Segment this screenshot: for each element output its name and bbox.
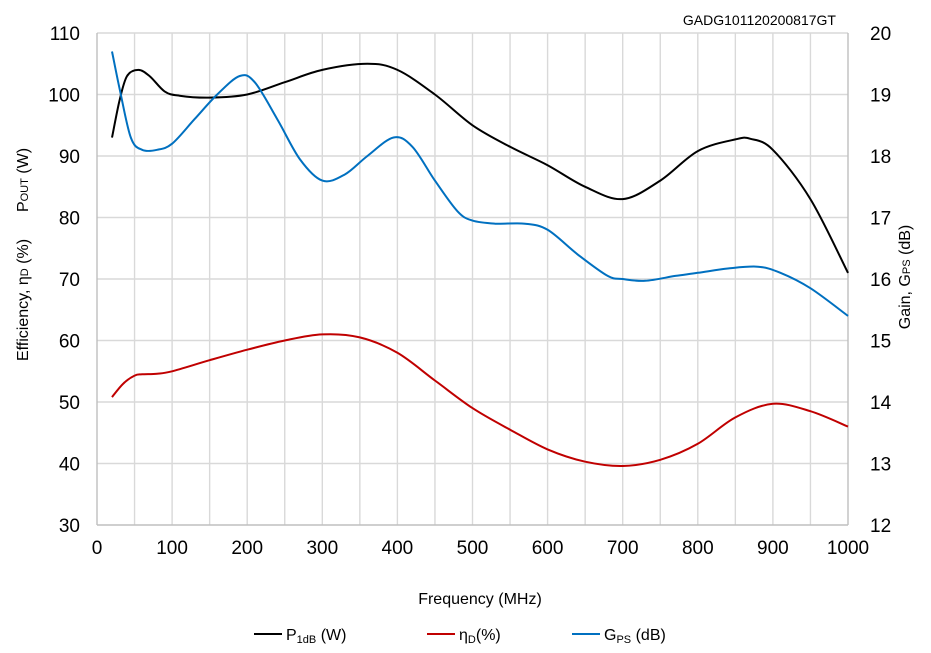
y-right-tick-label: 17: [870, 209, 891, 230]
series-lines: [111, 51, 849, 468]
legend-label-p1db: P1dB (W): [286, 627, 346, 646]
legend: P1dB (W) ηD(%) GPS (dB): [254, 627, 666, 646]
legend-item-efficiency: ηD(%): [427, 627, 501, 646]
tick-labels: 0 100 200 300 400 500 600 700 800 900 1000 30 40 50 60…: [48, 24, 891, 559]
x-tick-label: 600: [532, 538, 564, 559]
left-axis-title-line1: POUT (W): [15, 148, 32, 212]
x-tick-label: 0: [92, 538, 103, 559]
y-left-tick-label: 70: [59, 270, 80, 291]
right-axis-title: Gain, GPS (dB): [897, 225, 914, 330]
series-line-gain: [111, 51, 849, 317]
y-left-tick-label: 90: [59, 147, 80, 168]
x-tick-label: 800: [682, 538, 714, 559]
y-left-tick-label: 50: [59, 393, 80, 414]
y-right-tick-label: 18: [870, 147, 891, 168]
x-tick-label: 200: [231, 538, 263, 559]
grid: [97, 32, 848, 525]
y-right-tick-label: 13: [870, 455, 891, 476]
axes: [96, 33, 849, 526]
y-right-tick-label: 16: [870, 270, 891, 291]
chart-code-label: GADG101120200817GT: [683, 12, 837, 28]
y-right-tick-label: 14: [870, 393, 892, 414]
y-left-tick-label: 60: [59, 332, 80, 353]
y-left-tick-label: 30: [59, 516, 80, 537]
left-axis-title-2: Efficiency, ηD (%): [15, 239, 32, 361]
legend-item-p1db: P1dB (W): [254, 627, 346, 646]
y-left-tick-label: 100: [48, 86, 80, 107]
legend-item-gain: GPS (dB): [572, 627, 666, 646]
legend-label-efficiency: ηD(%): [459, 627, 501, 646]
x-tick-label: 900: [757, 538, 789, 559]
y-left-tick-label: 80: [59, 209, 80, 230]
y-right-tick-label: 15: [870, 332, 891, 353]
y-right-tick-label: 20: [870, 24, 891, 45]
series-line-efficiency: [111, 333, 849, 468]
x-tick-label: 700: [607, 538, 639, 559]
x-tick-label: 100: [156, 538, 188, 559]
left-axis-title: POUT (W): [15, 148, 32, 212]
y-right-tick-label: 12: [870, 516, 891, 537]
series-line-p1db: [111, 62, 849, 274]
x-tick-label: 400: [382, 538, 414, 559]
x-tick-label: 1000: [827, 538, 869, 559]
right-axis-title-text: Gain, GPS (dB): [897, 225, 914, 330]
y-right-tick-label: 19: [870, 86, 891, 107]
left-axis-title-line2: Efficiency, ηD (%): [15, 239, 32, 361]
y-left-tick-label: 40: [59, 455, 80, 476]
legend-label-gain: GPS (dB): [604, 627, 666, 646]
x-tick-label: 300: [306, 538, 338, 559]
x-axis-title: Frequency (MHz): [418, 591, 542, 608]
x-tick-label: 500: [457, 538, 489, 559]
y-left-tick-label: 110: [50, 24, 80, 45]
